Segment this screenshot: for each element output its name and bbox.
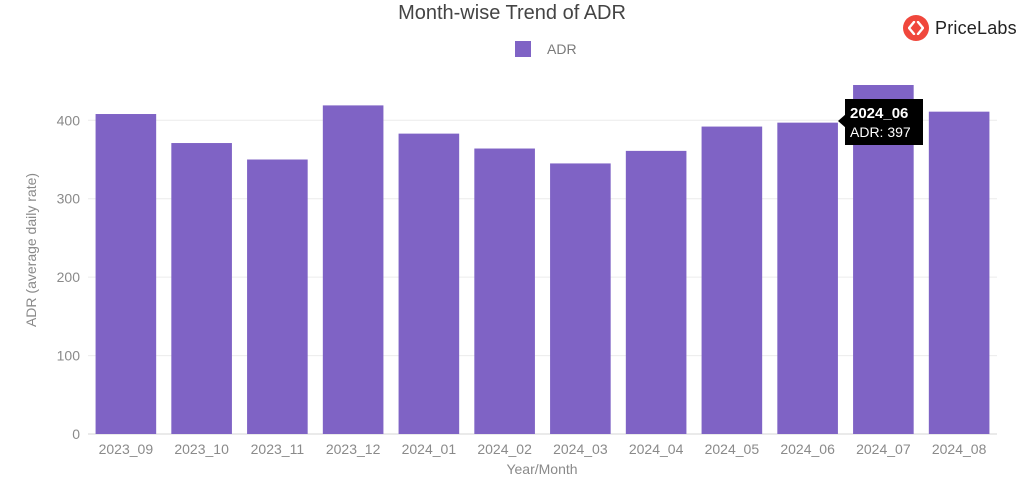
bar-2024_02[interactable]	[474, 148, 535, 434]
y-tick-label: 400	[57, 112, 81, 128]
x-tick-label: 2024_07	[856, 441, 911, 457]
tooltip-title: 2024_06	[850, 105, 908, 122]
bar-2024_05[interactable]	[701, 126, 763, 435]
y-axis-ticks: 0 100 200 300 400	[57, 112, 81, 442]
x-axis-ticks: 2023_09 2023_10 2023_11 2023_12 2024_01 2024_…	[99, 441, 987, 457]
x-tick-label: 2024_06	[780, 441, 835, 457]
y-axis-title: ADR (average daily rate)	[23, 173, 39, 327]
x-tick-label: 2023_12	[326, 441, 381, 457]
y-tick-label: 300	[57, 191, 81, 207]
chart-title: Month-wise Trend of ADR	[398, 2, 626, 24]
x-tick-label: 2023_10	[174, 441, 229, 457]
legend-label: ADR	[547, 41, 577, 57]
bar-2024_06[interactable]	[777, 122, 838, 434]
bar-2023_10[interactable]	[171, 143, 232, 434]
x-tick-label: 2024_03	[553, 441, 608, 457]
x-tick-label: 2024_04	[629, 441, 684, 457]
y-tick-label: 0	[72, 426, 80, 442]
bars	[95, 85, 990, 435]
bar-2024_03[interactable]	[550, 163, 611, 434]
x-axis-title: Year/Month	[506, 461, 577, 477]
bar-2023_12[interactable]	[322, 105, 384, 434]
tooltip-box	[845, 99, 923, 145]
bar-2024_08[interactable]	[928, 111, 990, 435]
logo-text: PriceLabs	[935, 17, 1017, 38]
y-tick-label: 200	[57, 269, 81, 285]
x-tick-label: 2024_02	[477, 441, 532, 457]
x-tick-label: 2023_09	[99, 441, 154, 457]
x-tick-label: 2024_05	[705, 441, 760, 457]
x-tick-label: 2023_11	[251, 441, 305, 457]
bar-2023_09[interactable]	[95, 114, 157, 434]
pricelabs-logo-icon	[903, 15, 929, 41]
tooltip-value: ADR: 397	[850, 124, 911, 140]
bar-2023_11[interactable]	[247, 159, 308, 434]
x-tick-label: 2024_01	[402, 441, 457, 457]
x-tick-label: 2024_08	[932, 441, 987, 457]
bar-2024_04[interactable]	[625, 150, 687, 434]
tooltip: 2024_06 ADR: 397	[838, 99, 923, 145]
legend-swatch	[515, 41, 531, 57]
y-tick-label: 100	[57, 348, 81, 364]
bar-2024_01[interactable]	[398, 133, 460, 434]
tooltip-pointer	[838, 114, 846, 128]
legend[interactable]: ADR	[515, 41, 577, 57]
pricelabs-logo[interactable]: PriceLabs	[903, 14, 1017, 42]
